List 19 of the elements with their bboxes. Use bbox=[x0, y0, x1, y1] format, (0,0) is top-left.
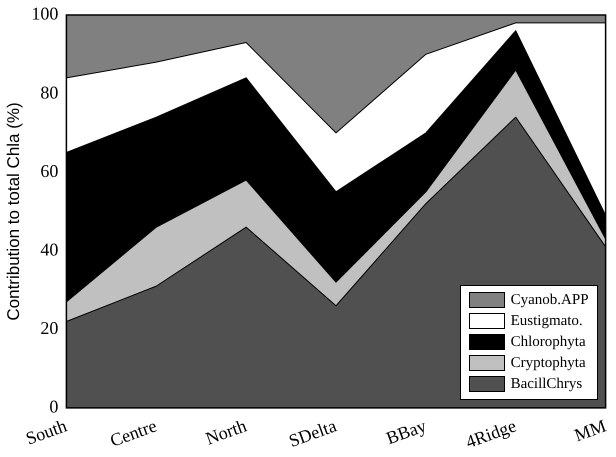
y-tick-label: 80 bbox=[40, 82, 58, 102]
y-tick-label: 60 bbox=[40, 160, 58, 181]
x-tick-label: North bbox=[202, 415, 250, 449]
x-tick-label: 4Ridge bbox=[463, 415, 519, 452]
x-tick-label: Centre bbox=[107, 415, 160, 451]
y-axis-title: Contribution to total Chla (%) bbox=[4, 102, 23, 321]
y-tick-label: 20 bbox=[40, 318, 58, 338]
x-tick-label: BBay bbox=[384, 415, 429, 448]
legend-label: Chlorophyta bbox=[510, 334, 586, 351]
legend-label: Eustigmato. bbox=[510, 312, 583, 330]
x-tick-label: SDelta bbox=[286, 415, 340, 452]
y-tick-label: 0 bbox=[49, 396, 58, 417]
x-tick-label: MM bbox=[572, 415, 609, 446]
legend-label: BacillChrys bbox=[510, 376, 582, 393]
legend-label: Cyanob.APP bbox=[510, 292, 589, 309]
y-tick-label: 100 bbox=[31, 4, 58, 24]
y-tick-label: 40 bbox=[40, 239, 58, 260]
legend-label: Cryptophyta bbox=[510, 354, 586, 372]
x-tick-label: South bbox=[23, 415, 70, 449]
